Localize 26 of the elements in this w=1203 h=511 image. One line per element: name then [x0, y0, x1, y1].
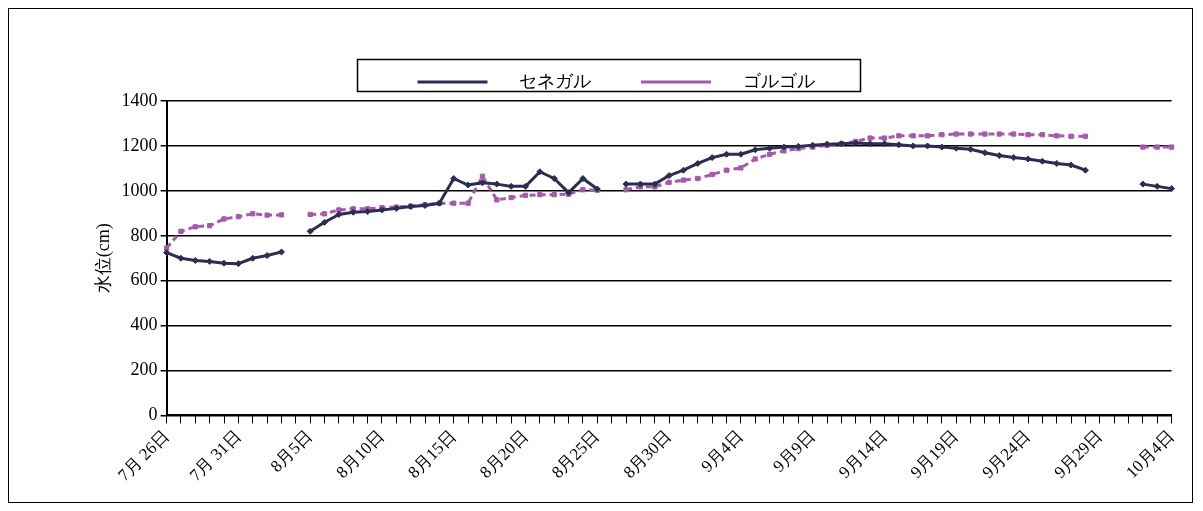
x-tick-label: 9月4日	[697, 426, 747, 476]
y-axis-title: 水位(cm)	[92, 223, 114, 294]
x-tick-label: 7月 31日	[185, 426, 245, 485]
x-tick-label: 8月15日	[404, 426, 460, 482]
y-tick-label: 1000	[121, 179, 158, 200]
y-tick-label: 1200	[121, 134, 158, 155]
legend-label: セネガル	[496, 70, 627, 91]
x-tick-label: 8月30日	[619, 426, 676, 482]
x-tick-label: 9月9日	[769, 426, 819, 476]
x-tick-label: 8月20日	[476, 426, 532, 482]
x-tick-label: 9月29日	[1050, 426, 1106, 482]
y-tick-label: 1400	[121, 89, 158, 110]
legend-label: ゴルゴル	[720, 70, 851, 91]
x-tick-label: 9月14日	[834, 426, 891, 482]
x-tick-label: 9月19日	[906, 426, 963, 482]
x-tick-label: 9月24日	[978, 426, 1034, 482]
x-tick-label: 8月10日	[332, 426, 388, 482]
x-tick-label: 7月 26日	[114, 426, 173, 485]
x-tick-label: 10月4日	[1122, 426, 1178, 482]
y-tick-label: 600	[130, 269, 158, 290]
x-tick-label: 8月5日	[266, 426, 317, 476]
x-tick-label: 8月25日	[547, 426, 604, 482]
y-tick-label: 800	[130, 224, 158, 245]
y-tick-label: 200	[130, 359, 158, 380]
y-tick-label: 400	[130, 314, 158, 335]
y-tick-label: 0	[148, 404, 158, 425]
